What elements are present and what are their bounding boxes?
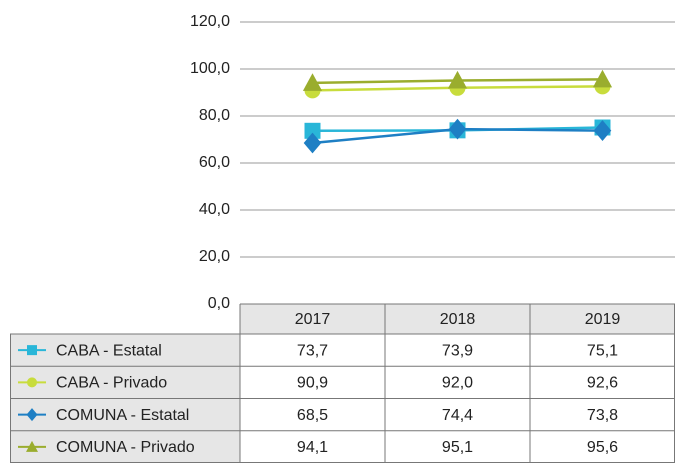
y-tick-label: 20,0 (199, 248, 230, 265)
legend-marker (26, 408, 38, 422)
y-tick-label: 120,0 (190, 13, 230, 30)
legend-label: COMUNA - Privado (56, 439, 195, 456)
value-label: 95,6 (587, 439, 618, 456)
y-tick-label: 100,0 (190, 60, 230, 77)
value-label: 73,7 (297, 342, 328, 359)
value-label: 94,1 (297, 439, 328, 456)
marker (303, 132, 322, 154)
value-label: 74,4 (442, 407, 473, 424)
value-label: 92,6 (587, 375, 618, 392)
legend-label: CABA - Privado (56, 375, 167, 392)
legend-label: CABA - Estatal (56, 342, 162, 359)
table-header-bg (240, 304, 675, 334)
marker (448, 118, 467, 140)
y-tick-label: 80,0 (199, 107, 230, 124)
legend-cell-bg (10, 430, 240, 463)
x-tick-label: 2019 (585, 311, 621, 328)
legend-label: COMUNA - Estatal (56, 407, 189, 424)
legend-cell-bg (10, 398, 240, 431)
value-label: 68,5 (297, 407, 328, 424)
value-label: 95,1 (442, 439, 473, 456)
marker (447, 70, 468, 89)
legend-cell-bg (10, 366, 240, 399)
value-label: 75,1 (587, 342, 618, 359)
legend-cell-bg (10, 334, 240, 367)
value-label: 73,9 (442, 342, 473, 359)
x-tick-label: 2017 (295, 311, 331, 328)
marker (592, 69, 613, 88)
legend-marker (27, 377, 37, 388)
marker (593, 120, 612, 141)
legend-marker (26, 440, 38, 452)
marker (304, 122, 321, 139)
x-tick-label: 2018 (440, 311, 476, 328)
value-label: 90,9 (297, 375, 328, 392)
value-label: 73,8 (587, 407, 618, 424)
legend-marker (27, 345, 37, 356)
value-label: 92,0 (442, 375, 473, 392)
y-tick-label: 60,0 (199, 154, 230, 171)
y-tick-label: 0,0 (208, 295, 230, 312)
marker (302, 73, 323, 91)
y-tick-label: 40,0 (199, 201, 230, 218)
